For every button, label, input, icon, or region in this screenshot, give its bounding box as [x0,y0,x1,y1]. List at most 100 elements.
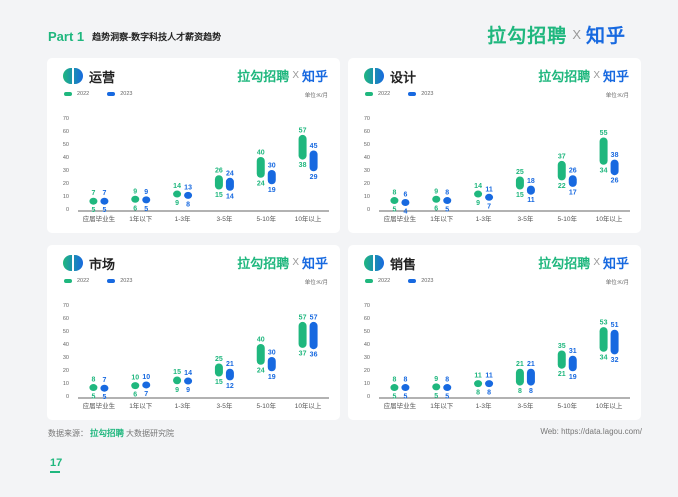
card-brand-logo: 拉勾招聘 X 知乎 [538,253,629,272]
range-bar-2023 [443,384,452,392]
legend-label-2022: 2022 [77,91,90,97]
zhihu-brand: 知乎 [585,26,626,47]
high-value-label: 24 [226,170,234,177]
x-tick-label: 5-10年 [256,401,276,410]
y-tick-label: 30 [364,355,370,361]
low-value-label: 26 [611,178,619,185]
legend-swatch-2022 [64,92,72,96]
card-lagou-brand: 拉勾招聘 [538,256,591,271]
range-bar-2022 [515,368,524,386]
y-tick-label: 20 [364,368,370,374]
range-bar-2022 [390,197,399,205]
range-bar-2023 [267,170,276,185]
chart-legend: 2022 2023 [365,278,452,284]
range-bar-2022 [214,363,223,377]
x-tick-label: 5-10年 [256,214,276,223]
x-tick-label: 5-10年 [557,214,577,223]
x-tick-label: 应届毕业生 [384,401,417,410]
y-tick-label: 40 [364,155,370,161]
page-number-underline [50,471,60,473]
high-value-label: 25 [215,356,223,363]
legend-label-2022: 2022 [378,91,391,97]
x-tick-label: 1-3年 [175,401,191,410]
low-value-label: 6 [133,392,137,399]
card-zhihu-brand: 知乎 [301,256,328,271]
high-value-label: 57 [299,127,307,134]
legend-label-2022: 2022 [77,278,90,284]
range-bar-2023 [100,197,109,205]
high-value-label: 7 [102,190,106,197]
low-value-label: 19 [569,374,577,381]
low-value-label: 36 [310,352,318,359]
card-lagou-brand: 拉勾招聘 [237,69,290,84]
high-value-label: 9 [133,188,137,195]
range-bar-2023 [526,368,535,386]
card-title: 市场 [89,257,116,272]
high-value-label: 57 [310,314,318,321]
y-tick-label: 70 [63,116,69,122]
chart-legend: 2022 2023 [64,91,151,97]
y-tick-label: 70 [63,303,69,309]
low-value-label: 24 [257,180,265,187]
high-value-label: 9 [434,376,438,383]
high-value-label: 21 [527,361,535,368]
y-tick-label: 70 [364,303,370,309]
high-value-label: 40 [257,337,265,344]
range-bar-2022 [214,175,223,190]
legend-label-2023: 2023 [421,278,434,284]
low-value-label: 15 [215,192,223,199]
range-bar-2022 [298,134,307,160]
high-value-label: 30 [268,163,276,170]
y-tick-label: 0 [66,207,69,213]
low-value-label: 37 [299,350,307,357]
high-value-label: 10 [142,374,150,381]
top-brand-logo: 拉勾招聘 X 知乎 [487,21,626,48]
low-value-label: 7 [144,391,148,398]
high-value-label: 10 [131,375,139,382]
low-value-label: 8 [487,390,491,397]
x-tick-label: 1年以下 [430,401,454,410]
card-zhihu-brand: 知乎 [602,256,629,271]
website-link[interactable]: Web: https://data.lagou.com/ [540,427,642,436]
chart-card-xiaoshou: 销售 拉勾招聘 X 知乎 2022 2023 单位:K/月 0 10 20 30 40 5… [348,245,641,420]
y-tick-label: 20 [63,181,69,187]
high-value-label: 40 [257,150,265,157]
x-tick-label: 10年以上 [295,214,322,223]
range-bar-2023 [100,384,109,392]
x-tick-label: 应届毕业生 [83,401,116,410]
range-bar-2022 [173,190,182,198]
x-tick-label: 应届毕业生 [384,214,417,223]
high-value-label: 6 [403,192,407,199]
low-value-label: 24 [257,367,265,374]
low-value-label: 6 [434,205,438,212]
high-value-label: 14 [173,183,181,190]
high-value-label: 8 [392,190,396,197]
x-tick-label: 3-5年 [216,214,232,223]
range-bar-2023 [485,380,494,388]
x-tick-label: 10年以上 [596,214,623,223]
unit-label: 单位:K/月 [304,93,328,99]
card-title: 设计 [390,70,417,85]
high-value-label: 9 [434,188,438,195]
low-value-label: 29 [310,174,318,181]
high-value-label: 57 [299,314,307,321]
range-bar-2022 [89,197,98,205]
high-value-label: 11 [474,373,482,380]
range-chart: 010203040506070应届毕业生85751年以下1061071-3年15… [63,303,329,410]
range-bar-2023 [401,384,410,392]
range-bar-2023 [309,150,318,172]
high-value-label: 53 [600,320,608,327]
high-value-label: 38 [611,152,619,159]
lagou-brand: 拉勾招聘 [487,26,568,47]
high-value-label: 8 [403,377,407,384]
source-suffix: 大数据研究院 [126,428,175,438]
chart-legend: 2022 2023 [365,91,452,97]
x-tick-label: 10年以上 [295,401,322,410]
pill-logo-icon [364,68,384,84]
y-tick-label: 60 [364,129,370,135]
high-value-label: 26 [569,168,577,175]
y-tick-label: 0 [367,207,370,213]
high-value-label: 15 [173,369,181,376]
range-bar-2023 [485,193,494,201]
legend-label-2023: 2023 [421,91,434,97]
